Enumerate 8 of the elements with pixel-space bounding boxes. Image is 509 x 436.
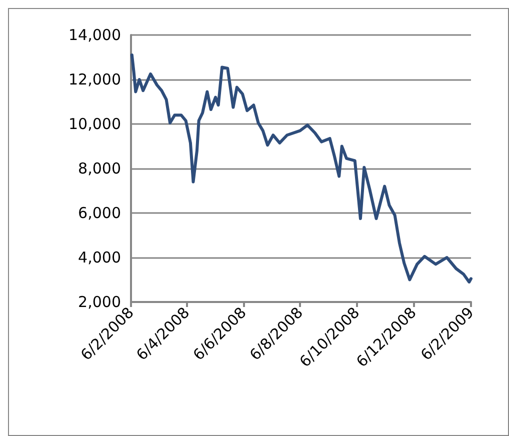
- y-tick-label: 14,000: [68, 26, 121, 44]
- y-tick-label: 10,000: [68, 115, 121, 133]
- y-tick-label: 6,000: [78, 204, 121, 222]
- y-tick-label: 8,000: [78, 160, 121, 178]
- line-series: [130, 54, 472, 284]
- y-tick-label: 12,000: [68, 70, 121, 88]
- y-tick-label: 4,000: [78, 248, 121, 266]
- y-tick-label: 2,000: [78, 293, 121, 311]
